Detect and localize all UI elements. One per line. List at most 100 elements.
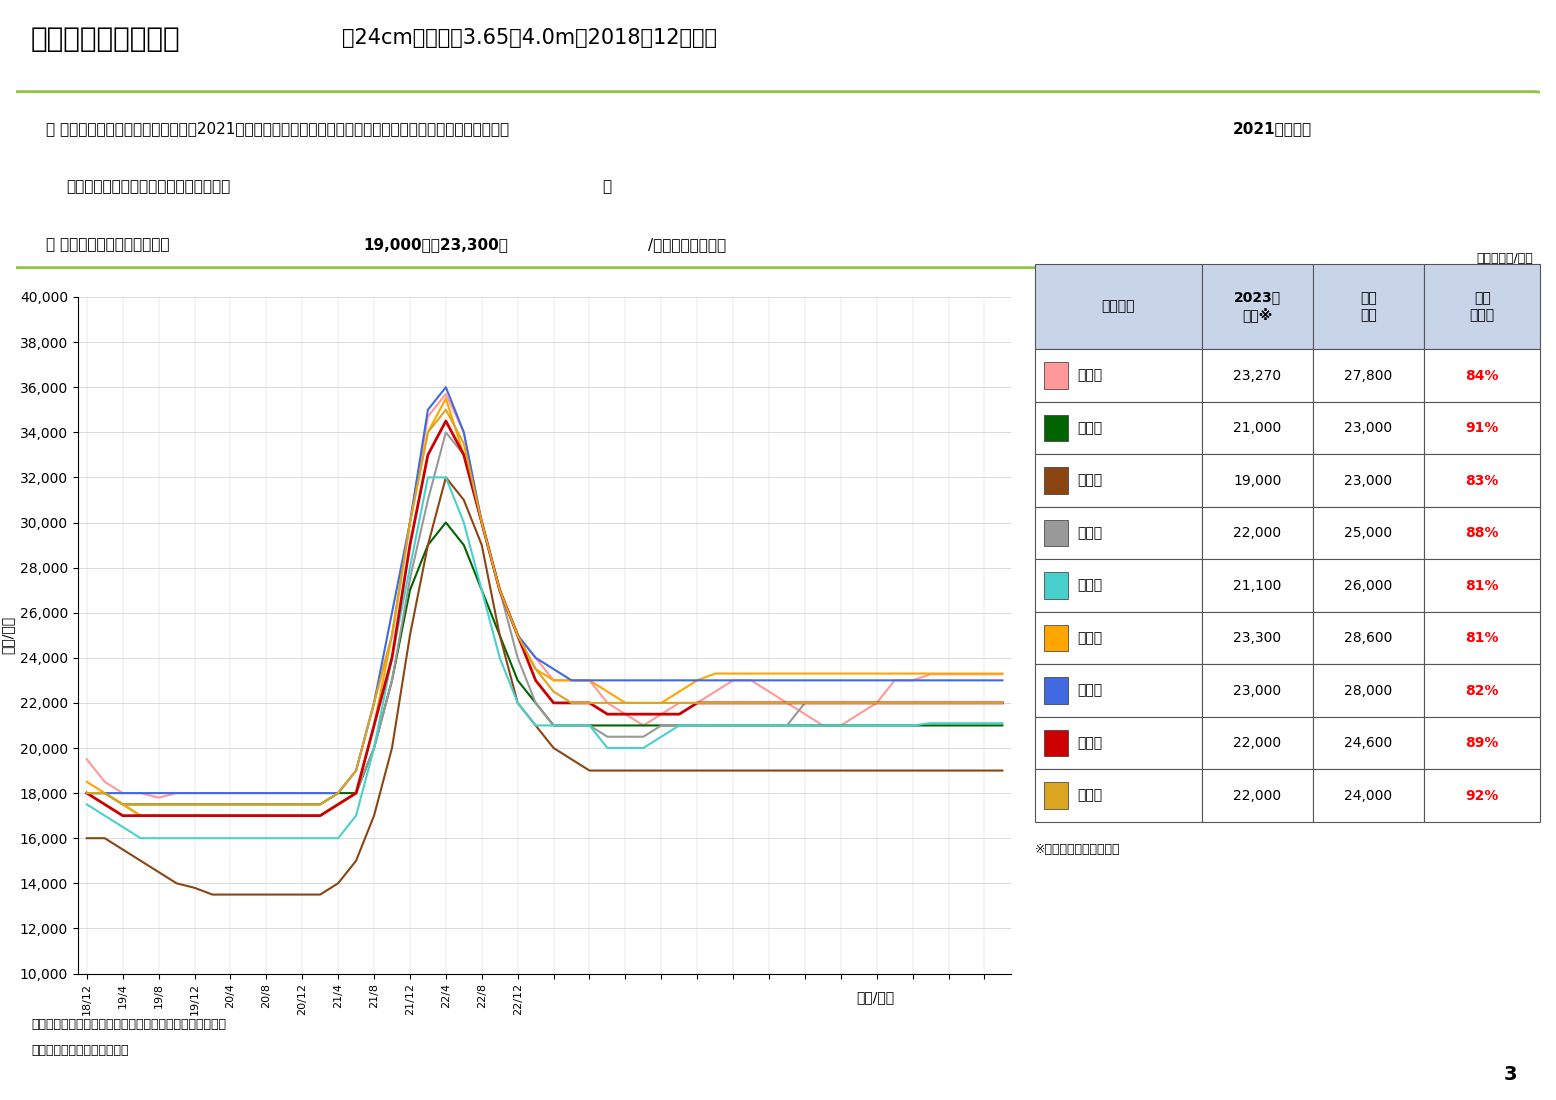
- Text: 21,100: 21,100: [1232, 579, 1282, 593]
- Text: 23,270: 23,270: [1234, 368, 1281, 383]
- Text: 前年
同期比: 前年 同期比: [1470, 292, 1495, 322]
- Text: 28,600: 28,600: [1344, 631, 1393, 645]
- Bar: [1313, 454, 1424, 507]
- Bar: [1044, 782, 1067, 808]
- Text: 兵庫県: 兵庫県: [1078, 474, 1103, 487]
- Text: 高知県: 高知県: [1078, 683, 1103, 697]
- Text: 26,000: 26,000: [1344, 579, 1393, 593]
- Bar: [1424, 612, 1540, 664]
- FancyBboxPatch shape: [8, 91, 1545, 267]
- Bar: [1313, 507, 1424, 560]
- Bar: [1044, 468, 1067, 494]
- Bar: [1201, 560, 1313, 612]
- Text: 23,000: 23,000: [1344, 421, 1393, 436]
- Bar: [1424, 264, 1540, 350]
- Text: 23,300: 23,300: [1234, 631, 1281, 645]
- Text: 静岡県: 静岡県: [1078, 421, 1103, 436]
- Bar: [1424, 454, 1540, 507]
- Text: 資料：林野庁木材産業課調べ: 資料：林野庁木材産業課調べ: [31, 1044, 129, 1057]
- Text: 22,000: 22,000: [1234, 789, 1281, 803]
- Text: 92%: 92%: [1466, 789, 1498, 803]
- Bar: [1035, 350, 1201, 402]
- Text: 81%: 81%: [1466, 579, 1498, 593]
- Text: 19,000円～23,300円: 19,000円～23,300円: [363, 236, 509, 252]
- Text: 2021年３月以: 2021年３月以: [1232, 121, 1312, 135]
- Bar: [1044, 415, 1067, 441]
- Bar: [1201, 402, 1313, 454]
- Bar: [1313, 717, 1424, 769]
- Bar: [1424, 402, 1540, 454]
- Bar: [1201, 454, 1313, 507]
- Bar: [1313, 664, 1424, 717]
- Bar: [1201, 769, 1313, 822]
- Bar: [1424, 769, 1540, 822]
- Bar: [1035, 560, 1201, 612]
- Text: ※各県２月の値を使用。: ※各県２月の値を使用。: [1035, 843, 1120, 856]
- Bar: [1201, 264, 1313, 350]
- Bar: [1201, 350, 1313, 402]
- Bar: [1035, 769, 1201, 822]
- Bar: [1313, 402, 1424, 454]
- Text: 22,000: 22,000: [1234, 526, 1281, 540]
- Text: 21,000: 21,000: [1232, 421, 1282, 436]
- Bar: [1201, 612, 1313, 664]
- Text: 愛媛県: 愛媛県: [1078, 631, 1103, 645]
- Y-axis label: （円/㎥）: （円/㎥）: [0, 616, 14, 654]
- Bar: [1424, 507, 1540, 560]
- Bar: [1424, 350, 1540, 402]
- Text: 84%: 84%: [1466, 368, 1498, 383]
- Text: 81%: 81%: [1466, 631, 1498, 645]
- Bar: [1313, 560, 1424, 612]
- Text: ・ 直近のヒノキ原木価格は、: ・ 直近のヒノキ原木価格は、: [47, 236, 170, 252]
- Bar: [1313, 769, 1424, 822]
- Text: 3: 3: [1503, 1065, 1517, 1085]
- Text: 27,800: 27,800: [1344, 368, 1393, 383]
- Bar: [1313, 350, 1424, 402]
- Text: 89%: 89%: [1466, 736, 1498, 750]
- Text: （年/月）: （年/月）: [856, 990, 895, 1004]
- Bar: [1424, 560, 1540, 612]
- Bar: [1035, 507, 1201, 560]
- Text: イ　ヒノキ（全国）: イ ヒノキ（全国）: [31, 24, 180, 53]
- Bar: [1313, 612, 1424, 664]
- Bar: [1044, 678, 1067, 704]
- Bar: [1044, 729, 1067, 757]
- Text: ・ ヒノキにおいてもスギと同様に、2021年４月以降、価格が大きく上昇。その後下落傾向に転じているが、: ・ ヒノキにおいてもスギと同様に、2021年４月以降、価格が大きく上昇。その後下…: [47, 121, 509, 135]
- Text: 2023年
直近※: 2023年 直近※: [1234, 290, 1281, 322]
- Text: 注：都道府県が選定した特定の原木市場・共販所の価格。: 注：都道府県が選定した特定の原木市場・共販所の価格。: [31, 1019, 226, 1032]
- Bar: [1201, 507, 1313, 560]
- Text: 28,000: 28,000: [1344, 683, 1393, 697]
- Text: 熊本県: 熊本県: [1078, 736, 1103, 750]
- Text: 22,000: 22,000: [1234, 736, 1281, 750]
- Text: 23,000: 23,000: [1234, 683, 1281, 697]
- Bar: [1201, 664, 1313, 717]
- Text: 広島県: 広島県: [1078, 579, 1103, 593]
- Text: 岡山県: 岡山県: [1078, 526, 1103, 540]
- Text: 82%: 82%: [1466, 683, 1498, 697]
- Text: 24,000: 24,000: [1344, 789, 1393, 803]
- Text: 23,000: 23,000: [1344, 474, 1393, 487]
- Bar: [1035, 454, 1201, 507]
- Bar: [1044, 625, 1067, 651]
- Text: 栃木県: 栃木県: [1078, 368, 1103, 383]
- Bar: [1044, 520, 1067, 547]
- Bar: [1035, 402, 1201, 454]
- Text: 都道府県: 都道府県: [1102, 299, 1134, 314]
- Text: 25,000: 25,000: [1344, 526, 1393, 540]
- Text: 88%: 88%: [1466, 526, 1498, 540]
- Bar: [1424, 717, 1540, 769]
- Text: 24,600: 24,600: [1344, 736, 1393, 750]
- Text: 83%: 83%: [1466, 474, 1498, 487]
- Text: 径24cm程度、長3.65～4.0m（2018年12月～）: 径24cm程度、長3.65～4.0m（2018年12月～）: [342, 29, 717, 48]
- Bar: [1044, 362, 1067, 389]
- Bar: [1424, 664, 1540, 717]
- Text: 19,000: 19,000: [1232, 474, 1282, 487]
- Bar: [1035, 264, 1201, 350]
- Text: （単位：円/㎥）: （単位：円/㎥）: [1477, 252, 1533, 265]
- Bar: [1035, 664, 1201, 717]
- Text: 前年
同期: 前年 同期: [1360, 292, 1377, 322]
- Bar: [1035, 717, 1201, 769]
- Bar: [1035, 612, 1201, 664]
- Bar: [1044, 572, 1067, 598]
- Bar: [1313, 264, 1424, 350]
